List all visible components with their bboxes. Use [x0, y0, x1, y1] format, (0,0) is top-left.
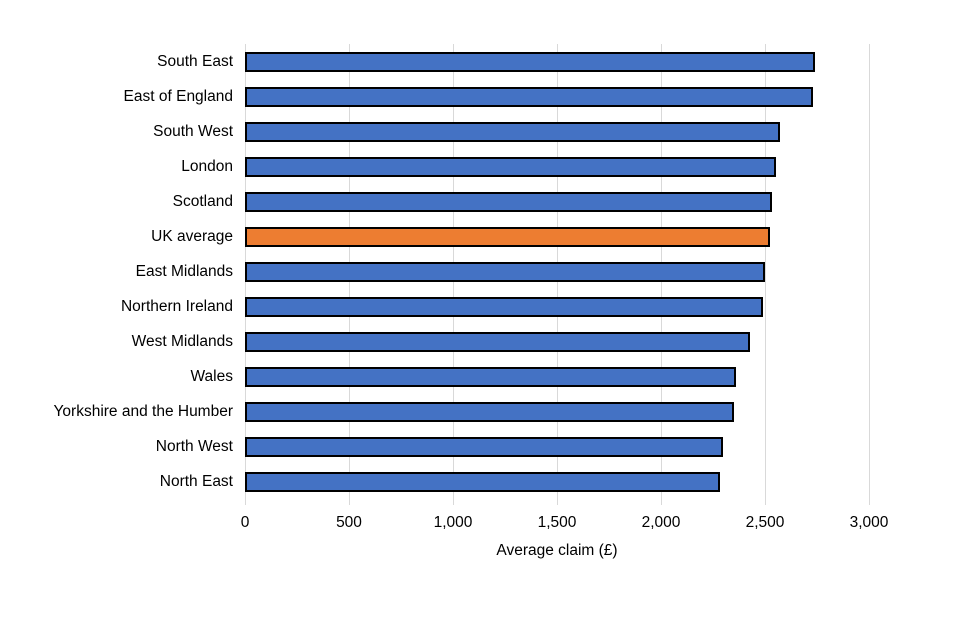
category-label: Northern Ireland [120, 298, 233, 316]
tick-mark [869, 500, 870, 505]
tick-mark [453, 500, 454, 505]
bar-north-west [245, 437, 723, 458]
bar-east-of-england [245, 86, 813, 107]
category-label: South East [157, 52, 233, 70]
tick-mark [765, 500, 766, 505]
tick-mark [661, 500, 662, 505]
category-label: Wales [190, 368, 234, 386]
x-tick-label: 1,000 [433, 514, 473, 531]
category-label: North East [159, 473, 233, 491]
x-tick-label: 2,500 [745, 514, 785, 531]
bar-scotland [245, 191, 772, 212]
category-label: Yorkshire and the Humber [53, 403, 234, 421]
category-label: London [181, 157, 233, 175]
bar-south-west [245, 121, 780, 142]
x-tick-label: 0 [240, 514, 250, 531]
bar-london [245, 156, 776, 177]
tick-mark [557, 500, 558, 505]
category-label: West Midlands [131, 333, 233, 351]
category-label: UK average [151, 227, 233, 245]
category-label: East Midlands [135, 263, 233, 280]
gridline-x-2,500 [765, 44, 766, 500]
category-label: South West [153, 122, 233, 140]
gridline-x-3,000 [869, 44, 870, 500]
category-label: East of England [123, 87, 233, 105]
x-tick-label: 1,500 [537, 514, 577, 531]
category-label: North West [155, 438, 233, 456]
category-label: Scotland [172, 192, 233, 210]
bar-wales [245, 367, 736, 388]
bar-east-midlands [245, 262, 765, 282]
bar-west-midlands [245, 332, 750, 353]
bar-uk-average-highlight [245, 226, 770, 247]
x-axis-title: Average claim (£) [496, 542, 618, 559]
x-tick-label: 500 [336, 514, 362, 531]
x-tick-label: 2,000 [641, 514, 681, 531]
bar-south-east [245, 51, 815, 72]
bar-north-east [245, 472, 720, 493]
x-tick-label: 3,000 [849, 514, 889, 531]
tick-mark [245, 500, 246, 505]
bar-yorkshire-and-the-humber [245, 402, 734, 423]
bar-northern-ireland [245, 297, 763, 318]
tick-mark [349, 500, 350, 505]
